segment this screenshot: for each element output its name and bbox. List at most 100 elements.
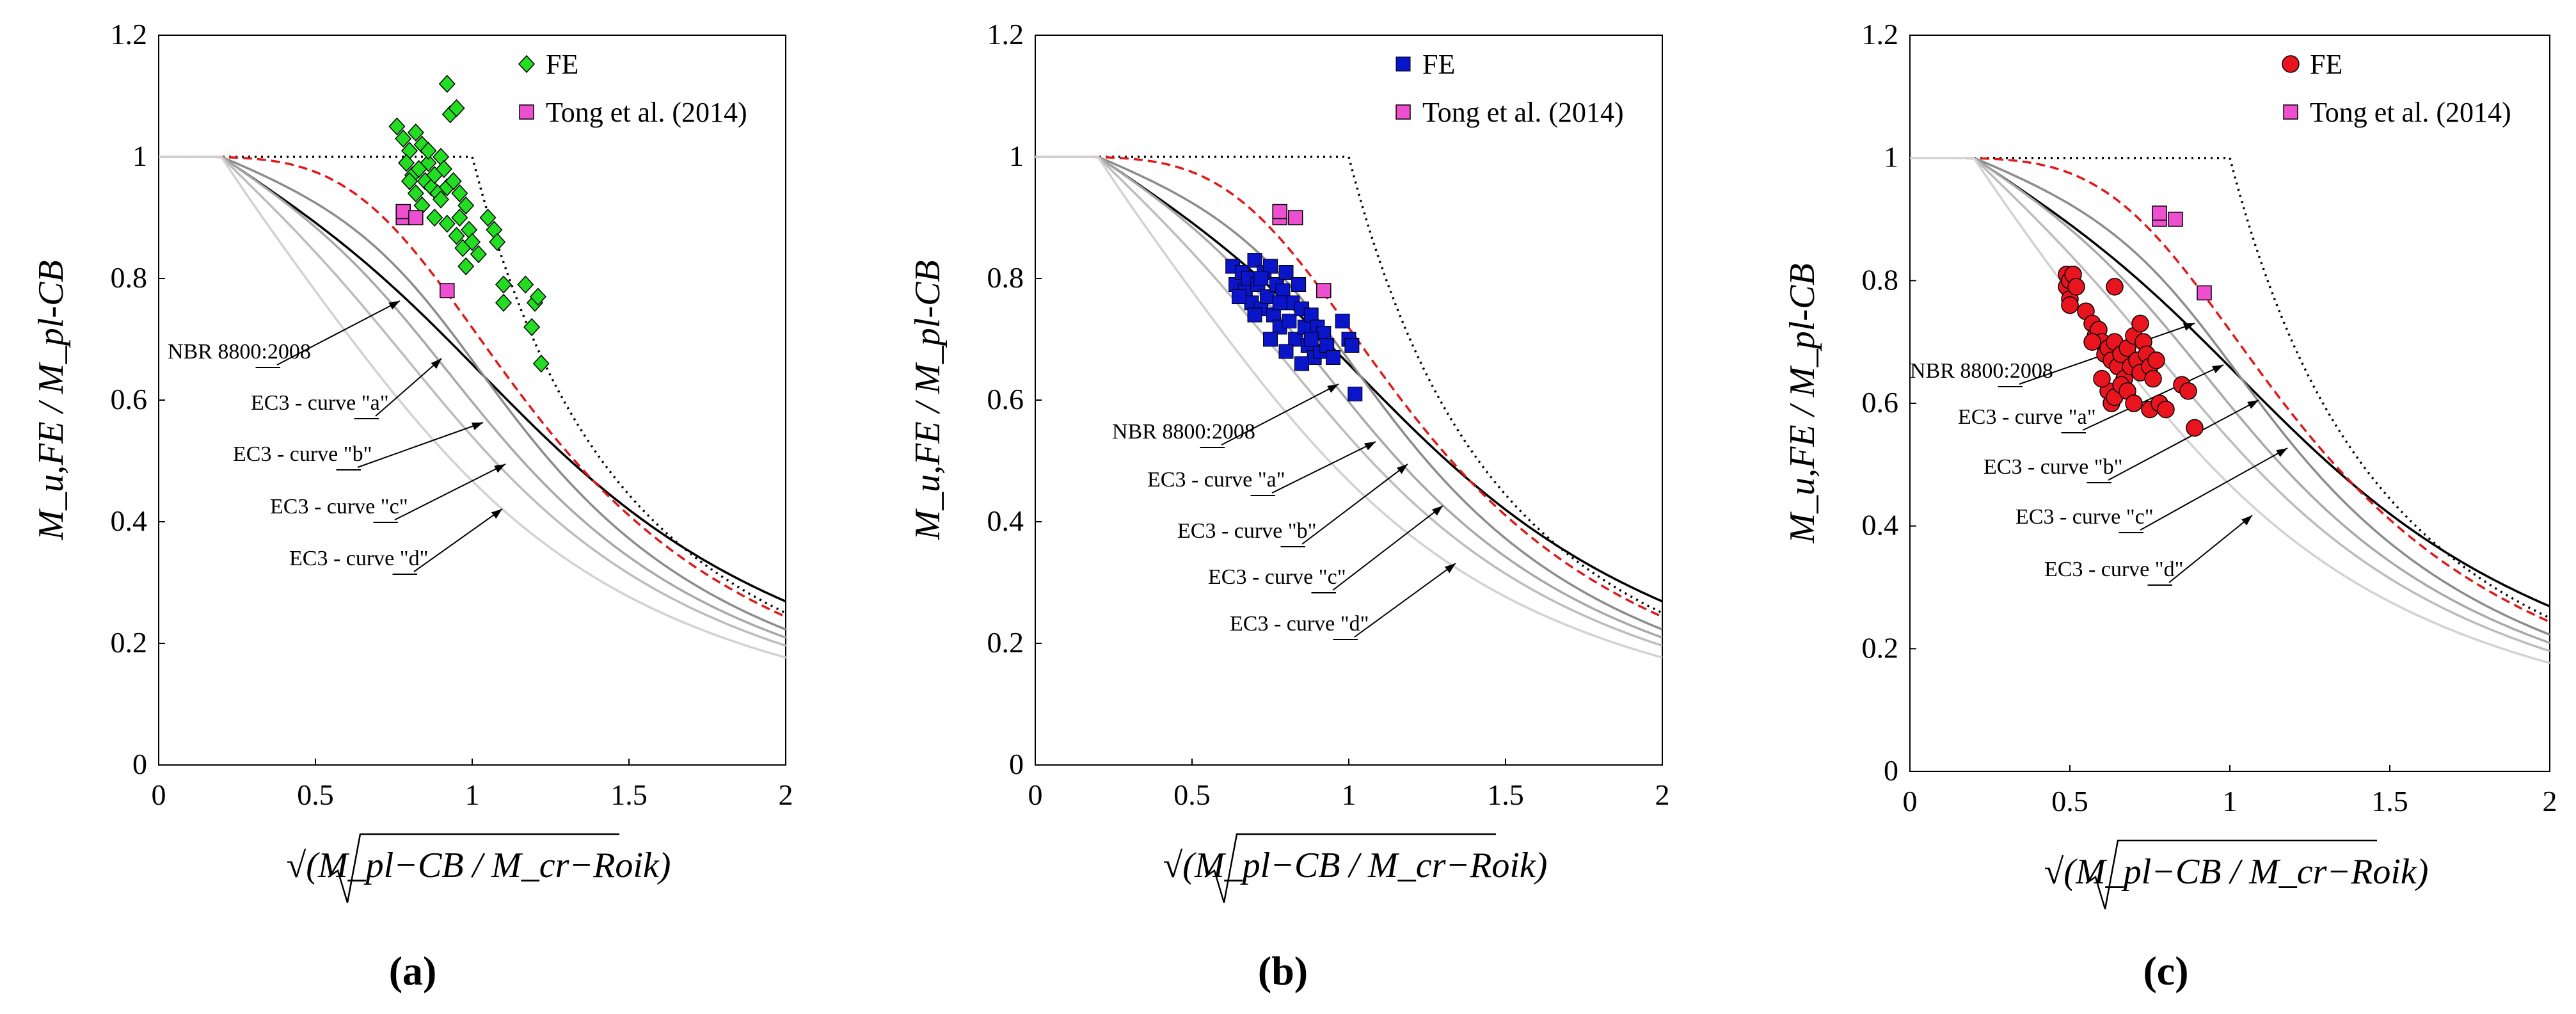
fe-point (1278, 344, 1294, 359)
annotation-arrowhead (1327, 384, 1339, 393)
annotation-arrow (276, 300, 401, 366)
curve-4 (1910, 156, 2550, 636)
legend-fe-marker (2282, 55, 2300, 73)
fe-point (435, 159, 452, 179)
y-axis-title: M_u,FE / M_pl-CB (31, 260, 71, 540)
annotation-arrowhead (1364, 442, 1376, 451)
annotation-arrow (2140, 447, 2288, 531)
fe-point (2093, 369, 2111, 388)
curve-6 (159, 156, 786, 647)
y-tick-label: 0.8 (987, 261, 1024, 294)
fe-point (523, 318, 541, 337)
curve-annotation: EC3 - curve "d" (1230, 612, 1369, 636)
legend-tong-marker (2283, 104, 2298, 120)
fe-point (1303, 332, 1319, 347)
x-axis-label: √(M_pl−CB / M_cr−Roik) (1163, 833, 1547, 903)
curve-1 (1035, 156, 1663, 615)
y-tick-label: 0.4 (987, 504, 1024, 537)
fe-point (388, 117, 406, 136)
curve-annotation: EC3 - curve "d" (2044, 558, 2184, 581)
x-axis-title: √(M_pl−CB / M_cr−Roik) (2044, 852, 2429, 892)
fe-point (1294, 356, 1309, 371)
curve-3 (159, 156, 786, 618)
x-tick-label: 1 (465, 778, 480, 811)
fe-point (2157, 400, 2175, 419)
annotation-arrow (1332, 505, 1443, 591)
y-tick-label: 1.2 (111, 18, 148, 51)
fe-point (2131, 314, 2149, 333)
curve-annotation: EC3 - curve "b" (1984, 455, 2123, 479)
x-tick-label: 1.5 (610, 778, 648, 811)
fe-point (470, 245, 487, 264)
annotation-arrowhead (2276, 448, 2287, 457)
legend-fe-label: FE (1422, 49, 1455, 80)
x-tick-label: 1.5 (1487, 778, 1524, 811)
fe-point (2144, 369, 2162, 388)
x-tick-label: 0.5 (297, 778, 334, 811)
curve-6 (1035, 156, 1663, 647)
sqrt-sign (1204, 833, 1496, 903)
chart-panel-b: 0 0.2 0.4 0.6 0.8 1 1.2 0 0.5 1 1.5 2 NBR 8800:2008 E… (908, 18, 1670, 994)
fe-point (438, 214, 456, 233)
y-tick-label: 0.4 (1862, 509, 1899, 542)
annotation-arrowhead (1396, 464, 1408, 474)
x-tick-label: 0.5 (2051, 785, 2088, 817)
curve-annotation: EC3 - curve "a" (251, 391, 389, 415)
curve-5 (1910, 156, 2550, 644)
annotation-arrow (1354, 563, 1456, 638)
x-axis-label: √(M_pl−CB / M_cr−Roik) (287, 833, 671, 903)
curve-annotation: EC3 - curve "a" (1147, 468, 1285, 492)
y-tick-label: 0.8 (1862, 263, 1899, 296)
fe-point (398, 154, 415, 172)
fe-point (1344, 338, 1360, 353)
curve-4 (1035, 156, 1663, 631)
fe-point (2106, 278, 2124, 296)
x-axis-title: √(M_pl−CB / M_cr−Roik) (287, 846, 671, 885)
fe-point (401, 172, 418, 191)
y-tick-label: 1 (132, 140, 147, 172)
fe-point (451, 208, 468, 227)
panel-label: (c) (2143, 948, 2188, 994)
y-tick-label: 0.2 (987, 626, 1024, 659)
fe-point (495, 275, 513, 294)
fe-point (532, 354, 550, 373)
x-axis-label: √(M_pl−CB / M_cr−Roik) (2044, 839, 2429, 910)
fe-point (529, 287, 546, 306)
curve-2 (1035, 156, 1663, 603)
legend-fe-label: FE (2310, 49, 2342, 80)
y-axis-title: M_u,FE / M_pl-CB (1783, 263, 1822, 543)
annotation-arrowhead (491, 509, 502, 519)
y-tick-label: 0.6 (1862, 386, 1899, 419)
fe-point (2083, 333, 2101, 351)
curve-annotation: EC3 - curve "c" (2015, 505, 2154, 529)
y-tick-label: 0.6 (111, 383, 148, 415)
fe-point (1291, 277, 1307, 292)
fe-point (407, 123, 424, 142)
annotation-arrowhead (494, 464, 505, 473)
fe-point (1232, 289, 1246, 304)
sqrt-sign (328, 833, 619, 903)
tong-point (2152, 205, 2167, 221)
x-tick-label: 0 (152, 778, 166, 811)
fe-point (448, 99, 465, 118)
y-tick-label: 1.2 (1862, 18, 1899, 51)
tong-point (1316, 283, 1332, 298)
x-tick-label: 0.5 (1173, 778, 1211, 811)
annotation-arrow (1221, 383, 1339, 446)
legend-tong-label: Tong et al. (2014) (546, 97, 747, 128)
annotation-arrow (357, 422, 484, 468)
fe-point (1247, 307, 1262, 323)
panel-label: (a) (389, 948, 437, 994)
legend-tong-marker (519, 104, 534, 120)
curve-annotation: NBR 8800:2008 (168, 340, 311, 364)
curve-4 (159, 156, 786, 631)
annotation-arrow (1271, 441, 1376, 494)
curve-3 (1910, 156, 2550, 624)
fe-point (479, 208, 497, 227)
curve-annotation: NBR 8800:2008 (1910, 359, 2053, 383)
annotation-arrowhead (388, 301, 400, 310)
curve-annotation: EC3 - curve "c" (270, 495, 408, 519)
curve-annotation: NBR 8800:2008 (1112, 420, 1255, 444)
